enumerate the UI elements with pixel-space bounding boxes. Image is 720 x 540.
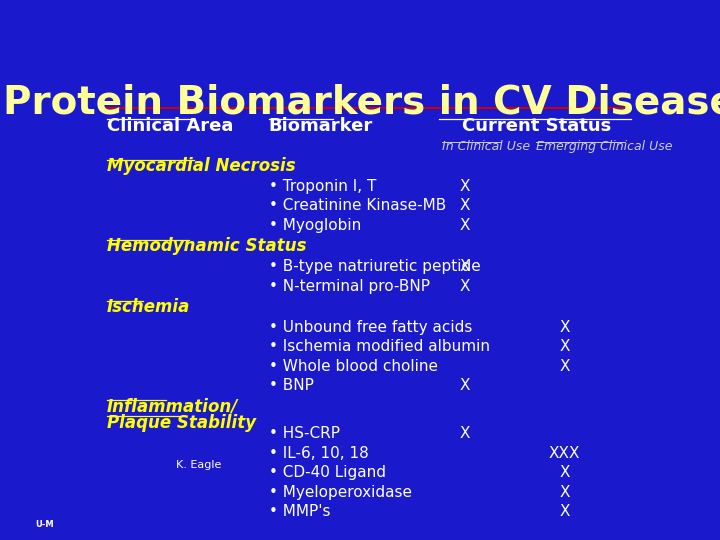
Text: X: X bbox=[559, 359, 570, 374]
Text: Protein Biomarkers in CV Disease: Protein Biomarkers in CV Disease bbox=[3, 84, 720, 122]
Text: X: X bbox=[460, 198, 470, 213]
Text: X: X bbox=[559, 339, 570, 354]
Text: • MMP's: • MMP's bbox=[269, 504, 330, 519]
Text: Clinical Area: Clinical Area bbox=[107, 117, 233, 135]
Text: • IL-6, 10, 18: • IL-6, 10, 18 bbox=[269, 446, 369, 461]
Text: • Whole blood choline: • Whole blood choline bbox=[269, 359, 438, 374]
Text: Hemodynamic Status: Hemodynamic Status bbox=[107, 238, 306, 255]
Text: X: X bbox=[559, 485, 570, 500]
Text: Emerging Clinical Use: Emerging Clinical Use bbox=[536, 140, 673, 153]
Text: X: X bbox=[460, 179, 470, 194]
Text: • N-terminal pro-BNP: • N-terminal pro-BNP bbox=[269, 279, 430, 294]
Text: In Clinical Use: In Clinical Use bbox=[441, 140, 530, 153]
Text: Plaque Stability: Plaque Stability bbox=[107, 414, 256, 431]
Text: • Myoglobin: • Myoglobin bbox=[269, 218, 361, 233]
Text: • Creatinine Kinase-MB: • Creatinine Kinase-MB bbox=[269, 198, 446, 213]
Text: • CD-40 Ligand: • CD-40 Ligand bbox=[269, 465, 386, 480]
Text: X: X bbox=[460, 259, 470, 274]
Text: Ischemia: Ischemia bbox=[107, 298, 190, 316]
Text: K. Eagle: K. Eagle bbox=[176, 460, 222, 470]
Text: Biomarker: Biomarker bbox=[269, 117, 373, 135]
Text: • Troponin I, T: • Troponin I, T bbox=[269, 179, 376, 194]
Text: • BNP: • BNP bbox=[269, 379, 313, 393]
Text: X: X bbox=[460, 426, 470, 441]
Text: X: X bbox=[559, 320, 570, 335]
Text: X: X bbox=[559, 465, 570, 480]
Text: Current Status: Current Status bbox=[462, 117, 611, 135]
Text: • Unbound free fatty acids: • Unbound free fatty acids bbox=[269, 320, 472, 335]
Text: • HS-CRP: • HS-CRP bbox=[269, 426, 340, 441]
Text: X: X bbox=[559, 504, 570, 519]
Text: X: X bbox=[460, 379, 470, 393]
Text: • Ischemia modified albumin: • Ischemia modified albumin bbox=[269, 339, 490, 354]
Text: • Myeloperoxidase: • Myeloperoxidase bbox=[269, 485, 412, 500]
Text: Myocardial Necrosis: Myocardial Necrosis bbox=[107, 157, 295, 175]
Text: U-M: U-M bbox=[36, 521, 54, 529]
Text: • B-type natriuretic peptide: • B-type natriuretic peptide bbox=[269, 259, 480, 274]
Text: X: X bbox=[460, 279, 470, 294]
Text: X: X bbox=[460, 218, 470, 233]
Text: XXX: XXX bbox=[549, 446, 580, 461]
Text: Inflammation/: Inflammation/ bbox=[107, 398, 238, 416]
